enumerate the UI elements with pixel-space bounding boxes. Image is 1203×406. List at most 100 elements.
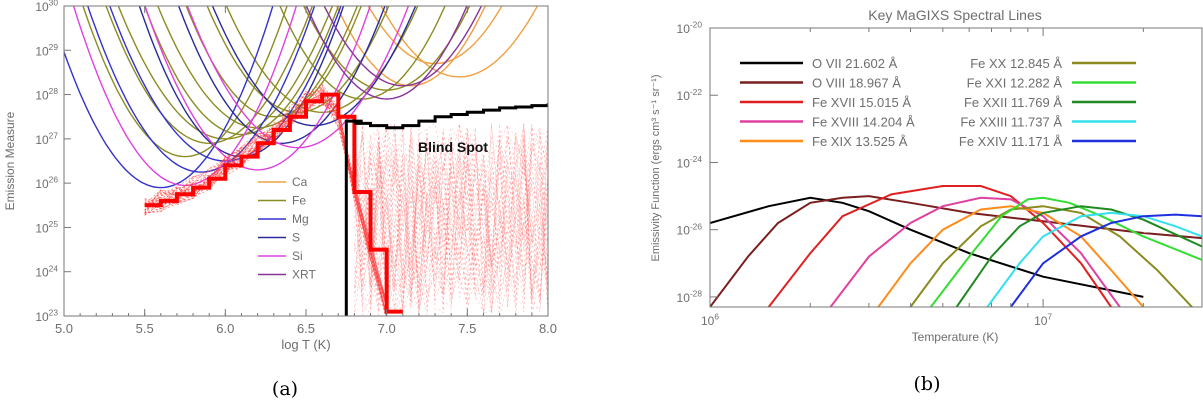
emissivity-curve-4 xyxy=(877,205,1145,307)
em-loci-curve-xrt xyxy=(305,6,468,100)
y-tick-label: 10-26 xyxy=(677,221,703,237)
em-lower-bound-line xyxy=(344,103,548,316)
panel-b-plot-content xyxy=(710,185,1202,307)
panel-a-plot-content xyxy=(64,6,548,316)
dem-high-t-trace xyxy=(354,132,548,297)
panel-b-legend: O VII 21.602 Å O VIII 18.967 Å Fe XVII 15.… xyxy=(740,56,1136,149)
dem-high-t-trace xyxy=(354,133,548,316)
panel-a-caption: (a) xyxy=(272,378,298,400)
y-tick-label: 10-28 xyxy=(677,289,703,305)
em-loci-curve-xrt xyxy=(323,6,483,87)
dem-high-t-trace xyxy=(354,138,548,316)
legend-entry-0-label: O VII 21.602 Å xyxy=(812,56,898,71)
emissivity-curve-2 xyxy=(767,185,1112,307)
em-loci-curve-fe xyxy=(279,6,446,100)
y-tick-label: 1027 xyxy=(35,130,58,146)
y-tick-label: 1024 xyxy=(35,263,58,279)
emissivity-curve-3 xyxy=(829,196,1121,307)
panel-b-axes: 106 107 10-28 10-26 10-24 10-22 10-20 xyxy=(677,20,1203,328)
dem-high-t-trace xyxy=(354,126,548,315)
dem-monte-carlo-trace xyxy=(144,91,387,303)
em-loci-curve-s xyxy=(177,6,386,145)
emissivity-curve-1 xyxy=(710,195,1202,307)
y-tick-label: 1030 xyxy=(35,0,58,14)
dem-monte-carlo-trace xyxy=(144,94,387,316)
em-loci-curve-ca xyxy=(380,6,539,78)
x-tick-label: 6.5 xyxy=(297,321,315,336)
em-loci-curve-fe xyxy=(157,6,359,129)
legend-entry-9-label: Fe XXIV 11.171 Å xyxy=(959,134,1062,149)
dem-high-t-trace xyxy=(354,125,548,316)
legend-label-s: S xyxy=(292,231,300,245)
panel-a-y-axis-label: Emission Measure xyxy=(3,111,17,210)
y-tick-label: 10-22 xyxy=(677,87,703,103)
dem-high-t-trace xyxy=(354,123,548,314)
emissivity-curve-8 xyxy=(986,211,1202,307)
em-loci-curve-fe xyxy=(303,6,471,91)
dem-monte-carlo-trace xyxy=(144,90,387,316)
dem-high-t-trace xyxy=(354,126,548,303)
dem-monte-carlo-trace xyxy=(144,96,387,316)
dem-high-t-trace xyxy=(354,124,548,315)
em-loci-curve-fe xyxy=(206,6,390,114)
em-loci-curve-ca xyxy=(335,6,486,87)
x-tick-label: 8.0 xyxy=(539,321,557,336)
y-tick-label: 1026 xyxy=(35,175,58,191)
panel-a: 5.0 5.5 6.0 6.5 7.0 7.5 8.0 1023 1024 1025 1026 102… xyxy=(3,0,557,400)
dem-high-t-trace xyxy=(354,123,548,312)
dem-high-t-trace xyxy=(354,131,548,316)
dem-high-t-trace xyxy=(354,137,548,312)
y-tick-label: 1025 xyxy=(35,219,58,235)
dem-monte-carlo-trace xyxy=(144,96,387,312)
emissivity-curve-7 xyxy=(955,205,1202,307)
legend-entry-8-label: Fe XXIII 11.737 Å xyxy=(960,115,1062,130)
x-tick-label: 106 xyxy=(701,312,719,328)
emissivity-curve-6 xyxy=(930,196,1202,307)
dem-high-t-trace xyxy=(354,121,548,294)
panel-b-x-axis-label: Temperature (K) xyxy=(912,330,999,344)
dem-high-t-trace xyxy=(354,134,548,316)
dem-high-t-trace xyxy=(354,123,548,312)
emissivity-curve-5 xyxy=(909,205,1193,307)
x-tick-label: 7.5 xyxy=(458,321,476,336)
panel-a-x-axis-label: log T (K) xyxy=(281,337,330,352)
legend-entry-2-label: Fe XVII 15.015 Å xyxy=(812,95,911,110)
emissivity-curve-9 xyxy=(1009,213,1202,307)
em-loci-curve-fe xyxy=(117,6,334,140)
dem-monte-carlo-trace xyxy=(144,92,387,303)
panel-b-caption: (b) xyxy=(914,373,941,395)
em-loci-curve-fe xyxy=(105,6,314,145)
panel-b-title: Key MaGIXS Spectral Lines xyxy=(868,7,1042,23)
legend-label-si: Si xyxy=(292,249,303,263)
legend-entry-5-label: Fe XX 12.845 Å xyxy=(970,56,1062,71)
em-loci-curve-si xyxy=(186,6,410,149)
dem-solution-line xyxy=(144,92,403,314)
em-loci-curve-ca xyxy=(367,6,503,65)
dem-monte-carlo-trace xyxy=(144,90,387,312)
y-tick-label: 1029 xyxy=(35,42,58,58)
x-tick-label: 5.0 xyxy=(55,321,73,336)
em-loci-curve-mg xyxy=(87,6,316,173)
dem-monte-carlo-trace xyxy=(144,101,387,308)
x-tick-label: 107 xyxy=(1034,312,1052,328)
em-loci-curve-fe xyxy=(82,6,288,158)
y-tick-label: 1023 xyxy=(35,308,58,324)
legend-entry-1-label: O VIII 18.967 Å xyxy=(812,76,901,91)
dem-monte-carlo-trace xyxy=(144,97,387,301)
dem-high-t-trace xyxy=(354,134,548,316)
legend-label-xrt: XRT xyxy=(292,268,316,282)
emissivity-curve-0 xyxy=(710,196,1144,298)
panel-b-y-axis-label: Emissivity Function (ergs cm³ s⁻¹ sr⁻¹) xyxy=(650,74,662,261)
em-loci-curve-s xyxy=(138,6,345,158)
panel-b-plot-frame xyxy=(709,27,1203,308)
em-loci-curve-mg xyxy=(64,6,274,189)
dem-high-t-trace xyxy=(354,125,548,294)
dem-monte-carlo-trace xyxy=(144,100,387,316)
legend-entry-6-label: Fe XXI 12.282 Å xyxy=(967,76,1063,91)
panel-a-axes: 5.0 5.5 6.0 6.5 7.0 7.5 8.0 1023 1024 1025 1026 102… xyxy=(35,0,557,336)
y-tick-label: 1028 xyxy=(35,86,58,102)
legend-entry-7-label: Fe XXII 11.769 Å xyxy=(964,95,1062,110)
dem-high-t-trace xyxy=(354,123,548,315)
x-tick-label: 6.0 xyxy=(216,321,234,336)
legend-label-ca: Ca xyxy=(292,175,308,189)
